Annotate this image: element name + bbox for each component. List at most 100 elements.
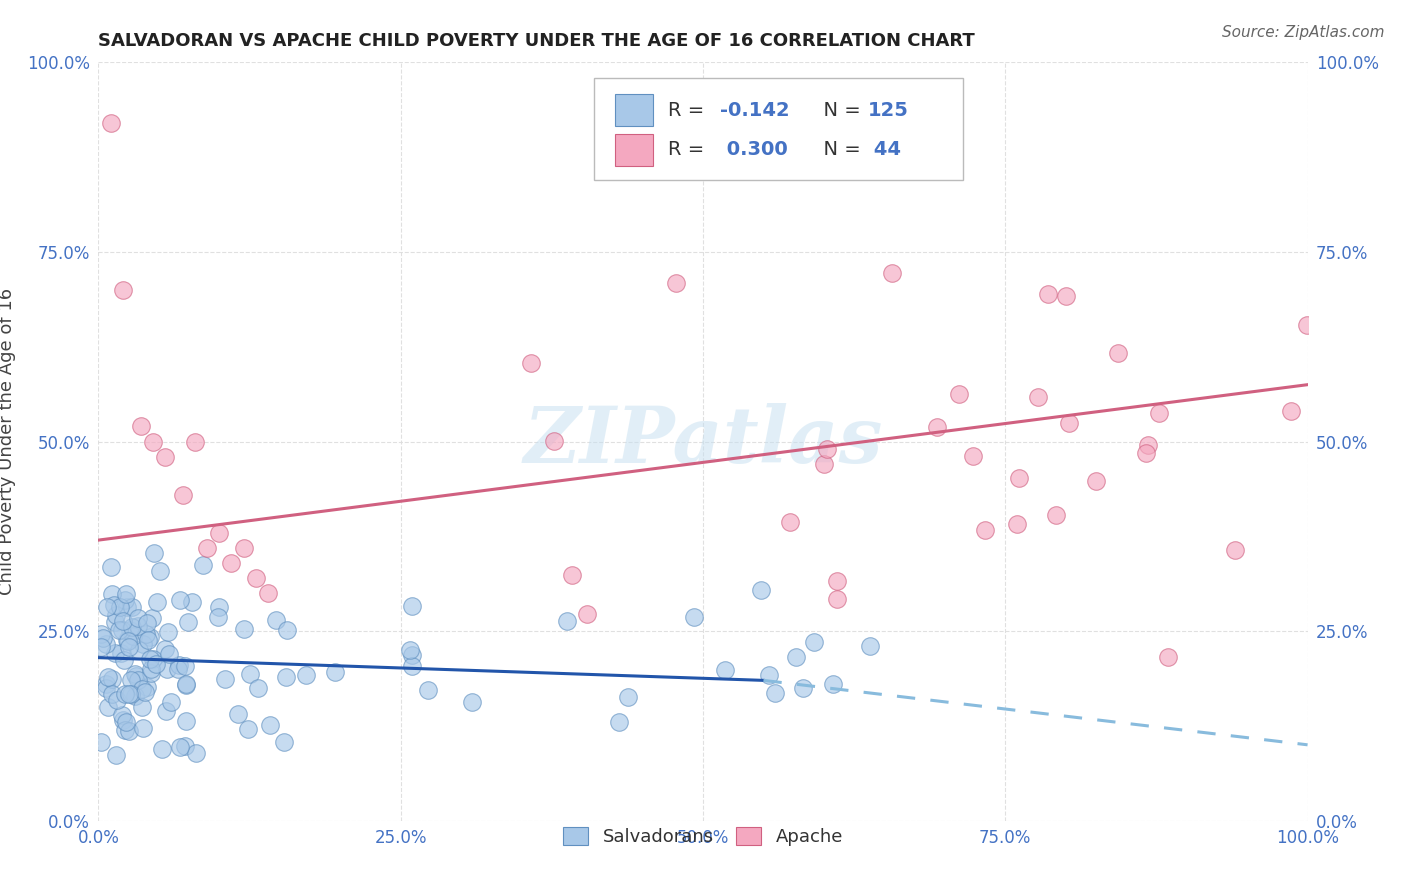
Point — [103, 599, 125, 613]
Point — [239, 666, 262, 681]
Point — [276, 624, 298, 638]
Point — [1296, 318, 1319, 332]
Point — [121, 600, 143, 615]
Point — [112, 614, 135, 628]
Point — [156, 662, 179, 676]
Point — [1084, 474, 1107, 488]
Point — [1149, 406, 1171, 420]
Point — [184, 746, 207, 760]
Point — [131, 700, 153, 714]
Point — [207, 610, 229, 624]
Point — [208, 525, 231, 540]
Point — [1036, 286, 1059, 301]
Point — [238, 723, 260, 737]
Point — [96, 600, 118, 615]
Point — [520, 356, 543, 370]
Text: -0.142: -0.142 — [720, 101, 790, 120]
Text: R =: R = — [668, 140, 710, 159]
Point — [135, 627, 157, 641]
Point — [145, 657, 167, 671]
Point — [141, 665, 163, 680]
Point — [97, 670, 120, 684]
Point — [173, 658, 195, 673]
Point — [1054, 289, 1077, 303]
Point — [127, 619, 149, 633]
Point — [232, 541, 254, 555]
Point — [149, 564, 172, 578]
Point — [173, 739, 195, 754]
Point — [132, 637, 155, 651]
Point — [221, 556, 243, 570]
Point — [169, 592, 191, 607]
Point — [247, 681, 270, 695]
Point — [214, 673, 236, 687]
Point — [114, 723, 136, 737]
Point — [139, 630, 162, 644]
Point — [111, 623, 134, 637]
Point — [118, 640, 141, 654]
Point — [169, 740, 191, 755]
Point — [150, 742, 173, 756]
Point — [108, 599, 131, 614]
Point — [142, 651, 165, 665]
Point — [90, 734, 112, 748]
Point — [555, 614, 578, 628]
Point — [543, 434, 565, 448]
Point — [94, 681, 117, 696]
Point — [94, 637, 117, 651]
Point — [256, 586, 278, 600]
Legend: Salvadorans, Apache: Salvadorans, Apache — [555, 820, 851, 854]
Point — [1157, 650, 1180, 665]
Point — [962, 449, 984, 463]
Point — [398, 642, 420, 657]
Point — [127, 611, 149, 625]
Point — [120, 687, 142, 701]
Text: R =: R = — [668, 101, 710, 120]
Point — [1005, 516, 1028, 531]
Point — [118, 723, 141, 738]
Point — [105, 692, 128, 706]
Point — [114, 587, 136, 601]
Point — [813, 458, 835, 472]
Point — [111, 713, 134, 727]
Point — [114, 687, 136, 701]
Point — [117, 633, 139, 648]
Point — [461, 695, 484, 709]
Point — [1137, 438, 1160, 452]
Point — [174, 714, 197, 729]
Text: Source: ZipAtlas.com: Source: ZipAtlas.com — [1222, 25, 1385, 40]
Point — [111, 708, 134, 723]
Point — [1279, 404, 1302, 418]
Point — [167, 658, 190, 673]
Point — [120, 673, 142, 688]
Point — [174, 677, 197, 691]
Point — [117, 633, 139, 648]
Point — [101, 672, 124, 686]
Point — [1225, 543, 1247, 558]
Point — [90, 627, 112, 641]
Point — [177, 615, 200, 629]
Point — [115, 714, 138, 729]
Point — [749, 582, 772, 597]
Point — [97, 699, 120, 714]
Text: N =: N = — [811, 140, 866, 159]
Point — [121, 620, 143, 634]
Point — [825, 574, 848, 588]
Point — [114, 593, 136, 607]
Point — [101, 587, 124, 601]
Point — [617, 690, 640, 704]
Point — [1008, 471, 1031, 485]
Point — [233, 622, 256, 636]
Point — [157, 647, 180, 661]
Point — [115, 599, 138, 614]
Point — [136, 680, 159, 694]
FancyBboxPatch shape — [595, 78, 963, 180]
Point — [104, 646, 127, 660]
Point — [157, 625, 180, 640]
Point — [925, 420, 948, 434]
Point — [118, 687, 141, 701]
Point — [821, 677, 844, 691]
Point — [174, 678, 197, 692]
Point — [167, 662, 190, 676]
Point — [104, 747, 127, 762]
